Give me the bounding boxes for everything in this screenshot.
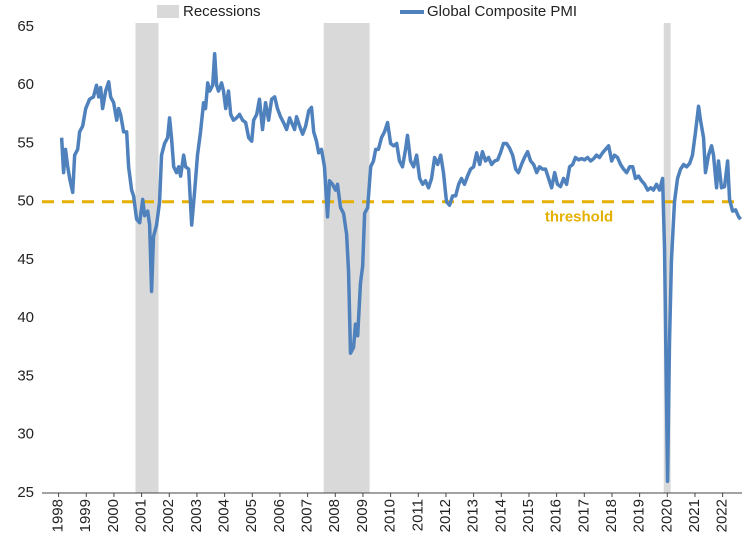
y-tick-label: 25 bbox=[17, 484, 34, 501]
x-tick-label: 2009 bbox=[354, 499, 371, 532]
x-tick-label: 2003 bbox=[188, 499, 205, 532]
x-tick-label: 1999 bbox=[77, 499, 94, 532]
x-tick-label: 2010 bbox=[382, 499, 399, 532]
x-tick-label: 2000 bbox=[105, 499, 122, 532]
x-tick-label: 2008 bbox=[326, 499, 343, 532]
threshold-label: threshold bbox=[545, 209, 613, 226]
x-tick-label: 2022 bbox=[714, 499, 731, 532]
x-tick-label: 2017 bbox=[575, 499, 592, 532]
y-tick-label: 45 bbox=[17, 251, 34, 268]
x-tick-label: 2020 bbox=[658, 499, 675, 532]
y-tick-label: 30 bbox=[17, 426, 34, 443]
x-tick-label: 2007 bbox=[299, 499, 316, 532]
x-tick-label: 2018 bbox=[603, 499, 620, 532]
legend-label: Global Composite PMI bbox=[427, 3, 577, 20]
y-tick-label: 60 bbox=[17, 76, 34, 93]
x-tick-label: 2021 bbox=[686, 499, 703, 532]
legend-swatch bbox=[157, 5, 179, 18]
x-tick-label: 2019 bbox=[631, 499, 648, 532]
legend-label: Recessions bbox=[183, 3, 261, 20]
x-tick-label: 2013 bbox=[465, 499, 482, 532]
x-tick-label: 2006 bbox=[271, 499, 288, 532]
x-tick-label: 2005 bbox=[243, 499, 260, 532]
y-tick-label: 50 bbox=[17, 193, 34, 210]
x-tick-label: 1998 bbox=[50, 499, 67, 532]
y-tick-label: 35 bbox=[17, 367, 34, 384]
x-tick-label: 2001 bbox=[133, 499, 150, 532]
recession-band bbox=[135, 23, 159, 493]
x-tick-label: 2014 bbox=[492, 499, 509, 532]
x-tick-label: 2015 bbox=[520, 499, 537, 532]
y-tick-label: 65 bbox=[17, 18, 34, 35]
data-line bbox=[59, 52, 742, 484]
x-tick-label: 2012 bbox=[437, 499, 454, 532]
recession-band bbox=[663, 23, 671, 493]
y-tick-label: 40 bbox=[17, 309, 34, 326]
x-tick-label: 2016 bbox=[548, 499, 565, 532]
x-tick-label: 2002 bbox=[160, 499, 177, 532]
x-tick-label: 2011 bbox=[409, 499, 426, 531]
x-tick-label: 2004 bbox=[216, 499, 233, 532]
y-tick-label: 55 bbox=[17, 134, 34, 151]
